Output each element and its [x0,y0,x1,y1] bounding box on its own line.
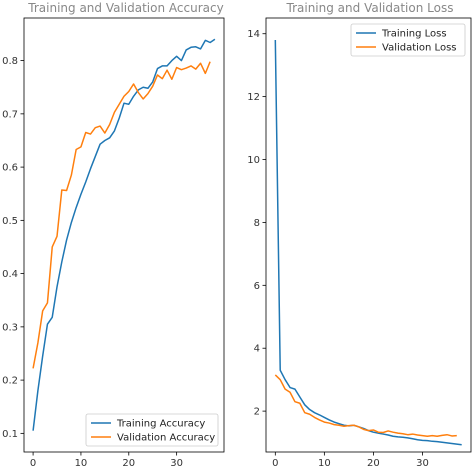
accuracy-y-tick-label: 0.3 [2,322,18,333]
accuracy-y-tick-label: 0.8 [2,56,18,67]
accuracy-x-tick-label: 30 [170,458,183,469]
loss-x-tick-label: 20 [367,458,380,469]
accuracy-tick-layer: 0 10 20 30 0.1 0.2 0.3 0.4 0.5 0.6 0.7 0.8 [2,56,183,469]
loss-chart-title: Training and Validation Loss [286,1,454,15]
loss-y-tick-label: 12 [247,92,260,103]
accuracy-x-tick-label: 10 [75,458,88,469]
loss-legend-label-0: Training Loss [381,29,447,40]
loss-tick-layer: 0 10 20 30 2 4 6 8 10 12 14 [247,29,429,469]
loss-x-tick-label: 30 [416,458,429,469]
accuracy-chart: Training and Validation Accuracy 0 10 20 30… [2,1,225,469]
accuracy-plot-frame [23,17,225,453]
accuracy-y-tick-label: 0.4 [2,269,18,280]
accuracy-y-tick-label: 0.6 [2,163,18,174]
accuracy-legend-box [85,413,219,447]
accuracy-legend: Training Accuracy Validation Accuracy [85,413,219,447]
loss-legend-box [350,23,466,57]
loss-series-line-0 [274,39,462,446]
loss-y-tick-label: 14 [247,29,260,40]
accuracy-legend-label-1: Validation Accuracy [117,433,215,444]
loss-y-tick-label: 4 [254,344,260,355]
accuracy-y-tick-label: 0.7 [2,109,18,120]
loss-plot-frame [265,17,472,453]
accuracy-y-tick-label: 0.5 [2,216,18,227]
loss-legend-label-1: Validation Loss [382,43,457,54]
loss-y-tick-label: 2 [254,407,260,418]
accuracy-y-tick-label: 0.1 [2,429,18,440]
loss-chart: Training and Validation Loss 0 10 20 30 2 4 6 8… [247,1,472,469]
accuracy-x-tick-label: 20 [122,458,135,469]
accuracy-chart-title: Training and Validation Accuracy [27,1,223,15]
loss-x-tick-label: 10 [318,458,331,469]
accuracy-series-line-0 [32,38,216,431]
loss-x-tick-label: 0 [272,458,278,469]
loss-y-tick-label: 8 [254,218,260,229]
accuracy-legend-label-0: Training Accuracy [116,419,205,430]
accuracy-series-layer [32,38,216,431]
accuracy-x-tick-label: 0 [30,458,36,469]
accuracy-y-tick-label: 0.2 [2,376,18,387]
loss-y-tick-label: 6 [254,281,260,292]
loss-series-line-1 [274,374,457,438]
loss-y-tick-label: 10 [247,155,260,166]
loss-series-layer [274,39,462,446]
loss-legend: Training Loss Validation Loss [350,23,466,57]
accuracy-series-line-1 [32,61,211,369]
